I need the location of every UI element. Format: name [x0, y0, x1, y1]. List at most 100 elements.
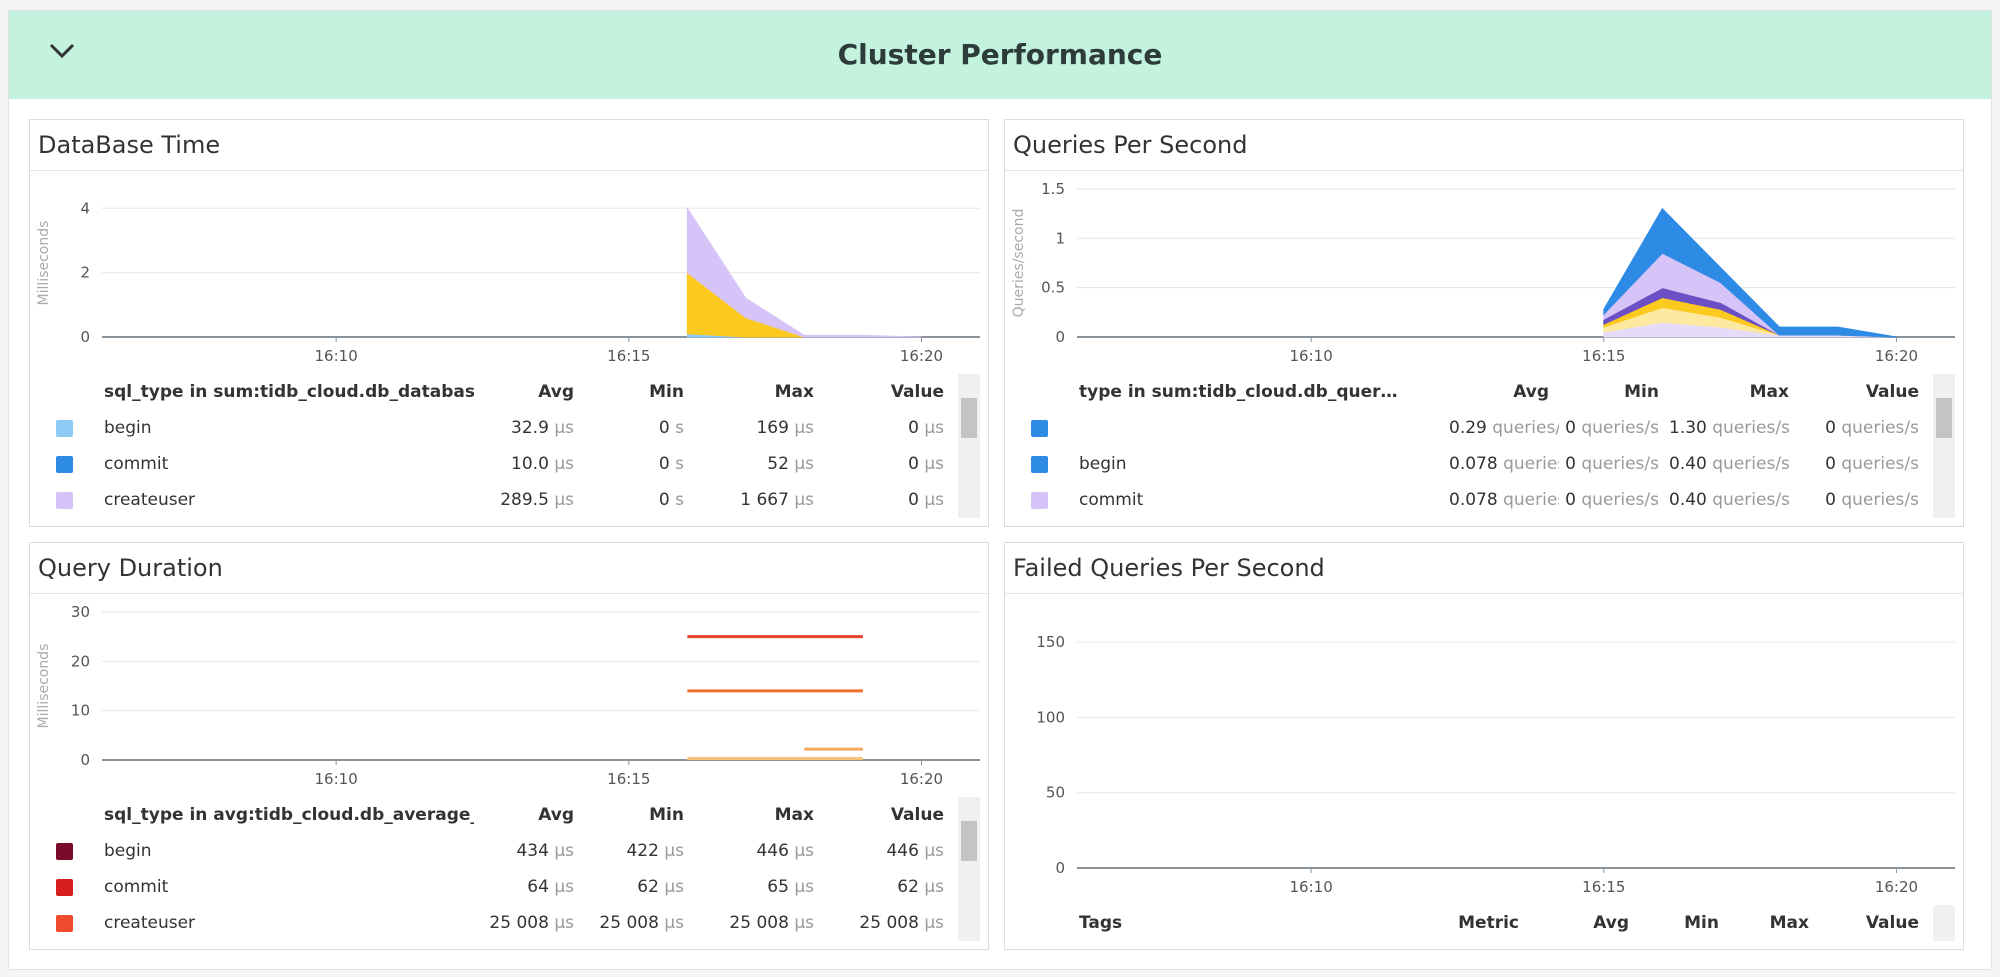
- cell-value: 0.40: [1669, 454, 1707, 474]
- x-tick-label: 16:10: [1290, 347, 1333, 365]
- scrollbar-thumb[interactable]: [1936, 398, 1952, 438]
- column-header[interactable]: Min: [1684, 913, 1719, 933]
- column-header[interactable]: Tags: [1079, 913, 1123, 933]
- legend-cell: 32.9 µs: [474, 418, 584, 438]
- column-header[interactable]: sql_type in avg:tidb_cloud.db_average_qu…: [104, 805, 474, 825]
- x-tick-label: 16:15: [1582, 347, 1625, 365]
- legend-table: sql_type in avg:tidb_cloud.db_average_qu…: [50, 797, 980, 941]
- legend-cell: 0.29 queries/s: [1449, 418, 1559, 438]
- legend-row[interactable]: 0.29 queries/s0 queries/s1.30 queries/s0…: [1025, 410, 1955, 446]
- column-header[interactable]: Value: [1865, 913, 1919, 933]
- legend-swatch: [56, 878, 73, 896]
- legend-swatch: [56, 455, 73, 473]
- legend-cell: 52 µs: [694, 454, 824, 474]
- cell-value: 62: [637, 877, 659, 897]
- legend-cell: 65 µs: [694, 877, 824, 897]
- cell-unit: µs: [664, 877, 684, 897]
- legend-swatch: [1031, 419, 1048, 437]
- legend-header: Tags Metric Avg Min Max Value: [1025, 905, 1955, 941]
- legend-cell: commit: [104, 877, 169, 897]
- scrollbar[interactable]: [1933, 374, 1955, 518]
- legend-row[interactable]: begin 434 µs 422 µs 446 µs 446 µs: [50, 833, 980, 869]
- scrollbar[interactable]: [1933, 905, 1955, 941]
- column-header[interactable]: Max: [774, 382, 814, 402]
- y-tick-label: 2: [80, 264, 90, 282]
- legend-row[interactable]: createuser 25 008 µs 25 008 µs 25 008 µs 25 …: [50, 905, 980, 941]
- legend-cell: 169 µs: [694, 418, 824, 438]
- y-axis-title: Queries/second: [1011, 209, 1027, 318]
- legend-header: sql_type in avg:tidb_cloud.db_average_qu…: [50, 797, 980, 833]
- scrollbar-thumb[interactable]: [961, 398, 977, 438]
- y-tick-label: 0: [80, 751, 90, 769]
- panel: Query Duration 0 10 20 30 16:10 16:15 16:20 Mill…: [29, 542, 989, 950]
- cell-unit: µs: [554, 841, 574, 861]
- cell-value: 0.40: [1669, 490, 1707, 510]
- y-tick-label: 150: [1036, 633, 1065, 651]
- legend-cell: 289.5 µs: [474, 490, 584, 510]
- legend-cell: 25 008 µs: [584, 913, 694, 933]
- scrollbar-thumb[interactable]: [961, 821, 977, 861]
- column-header[interactable]: Metric: [1458, 913, 1519, 933]
- cell-value: 52: [767, 454, 789, 474]
- column-header[interactable]: Min: [649, 382, 684, 402]
- column-header[interactable]: Max: [1749, 382, 1789, 402]
- cell-value: 1 667: [740, 490, 789, 510]
- column-header[interactable]: Min: [1624, 382, 1659, 402]
- column-header[interactable]: Avg: [1593, 913, 1629, 933]
- section-header[interactable]: Cluster Performance: [9, 11, 1991, 99]
- x-tick-label: 16:15: [1582, 878, 1625, 896]
- x-tick-label: 16:10: [315, 347, 358, 365]
- legend-row[interactable]: begin 32.9 µs 0 s 169 µs 0 µs: [50, 410, 980, 446]
- legend-cell: 0 µs: [824, 418, 954, 438]
- scrollbar[interactable]: [958, 797, 980, 941]
- legend-cell: 434 µs: [474, 841, 584, 861]
- legend-cell: 62 µs: [584, 877, 694, 897]
- cell-value: 0.078: [1449, 490, 1498, 510]
- cell-unit: queries/s: [1581, 454, 1659, 474]
- column-header[interactable]: Value: [890, 805, 944, 825]
- cell-value: 169: [756, 418, 789, 438]
- legend-cell: 0.40 queries/s: [1669, 490, 1799, 510]
- column-header[interactable]: Value: [890, 382, 944, 402]
- cell-value: 62: [897, 877, 919, 897]
- cell-unit: queries/s: [1841, 490, 1919, 510]
- legend-row[interactable]: commit 64 µs 62 µs 65 µs 62 µs: [50, 869, 980, 905]
- column-header[interactable]: Value: [1865, 382, 1919, 402]
- column-header[interactable]: Max: [774, 805, 814, 825]
- legend-cell: 0 queries/s: [1559, 454, 1669, 474]
- cell-value: 0: [1565, 418, 1576, 438]
- cell-unit: µs: [924, 841, 944, 861]
- legend-table: sql_type in sum:tidb_cloud.db_database_t…: [50, 374, 980, 518]
- cell-unit: µs: [554, 490, 574, 510]
- column-header[interactable]: Avg: [538, 805, 574, 825]
- column-header[interactable]: type in sum:tidb_cloud.db_quer…: [1079, 382, 1398, 402]
- cell-unit: µs: [794, 877, 814, 897]
- cell-unit: µs: [794, 841, 814, 861]
- cell-value: 32.9: [511, 418, 549, 438]
- column-header[interactable]: sql_type in sum:tidb_cloud.db_database_t…: [104, 382, 474, 402]
- cell-unit: queries/s: [1712, 454, 1790, 474]
- cell-value: 25 008: [729, 913, 789, 933]
- panel-title: Query Duration: [30, 543, 988, 594]
- x-tick-label: 16:10: [1290, 878, 1333, 896]
- x-tick-label: 16:15: [607, 347, 650, 365]
- column-header[interactable]: Max: [1769, 913, 1809, 933]
- y-tick-label: 10: [71, 702, 90, 720]
- collapse-icon[interactable]: [49, 43, 75, 59]
- column-header[interactable]: Avg: [1513, 382, 1549, 402]
- cell-unit: queries/s: [1841, 454, 1919, 474]
- cell-value: 289.5: [500, 490, 549, 510]
- legend-cell: 0 s: [584, 418, 694, 438]
- x-tick-label: 16:20: [900, 347, 943, 365]
- scrollbar[interactable]: [958, 374, 980, 518]
- column-header[interactable]: Avg: [538, 382, 574, 402]
- legend-row[interactable]: commit 10.0 µs 0 s 52 µs 0 µs: [50, 446, 980, 482]
- cell-value: 25 008: [859, 913, 919, 933]
- cell-unit: µs: [554, 418, 574, 438]
- dashboard: Cluster Performance DataBase Time 0 2 4 16:1…: [8, 10, 1992, 970]
- column-header[interactable]: Min: [649, 805, 684, 825]
- y-tick-label: 1.5: [1041, 180, 1065, 198]
